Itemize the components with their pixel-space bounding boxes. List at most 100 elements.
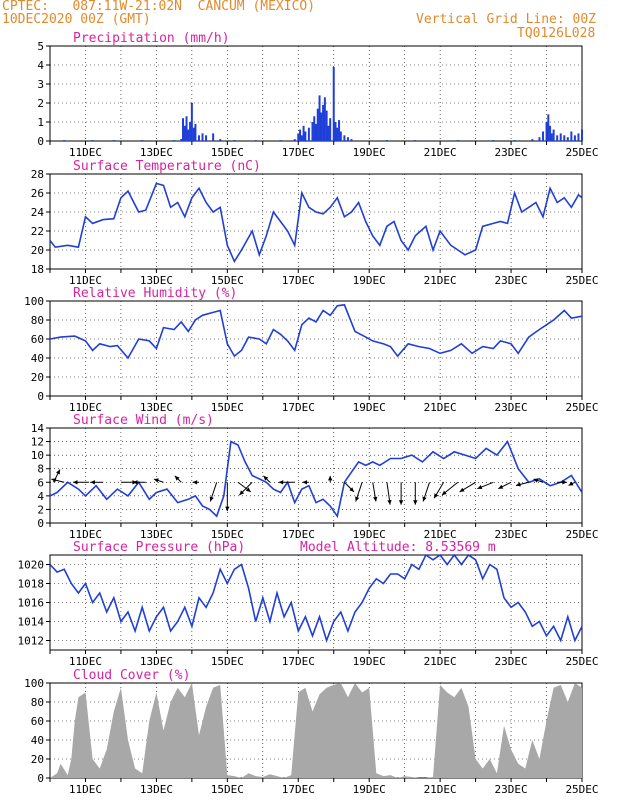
cloud-title: Cloud Cover (%) [73,668,190,683]
wind-vector-head [498,484,504,489]
rh-xtick-label: 21DEC [424,401,457,414]
precip-ytick-label: 4 [37,59,44,72]
precip-bar [552,129,555,141]
temp-xtick-label: 17DEC [282,274,315,287]
precip-bar [254,140,257,141]
wind-vector-head [263,475,269,481]
wind-vector-head [568,481,574,486]
cloud-xtick-label: 23DEC [495,783,528,796]
precip-bar [346,137,349,141]
wind-vector-head [225,506,230,512]
wind-vector-head [413,500,418,505]
cloud-xtick-label: 17DEC [282,783,315,796]
precip-bar [350,139,353,141]
pres-title: Surface Pressure (hPa) [73,540,245,555]
precip-ytick-label: 5 [37,40,44,53]
precip-bar [538,137,541,141]
precip-bar [205,135,208,141]
pres-xtick-label: 11DEC [69,655,102,668]
precip-xtick-label: 19DEC [353,146,386,159]
wind-xtick-label: 25DEC [565,528,598,541]
rh-ytick-label: 80 [31,314,44,327]
wind-vector-head [56,469,60,475]
precip-bar [300,135,303,141]
rh-xtick-label: 19DEC [353,401,386,414]
precip-bar [192,127,195,141]
precip-bar [297,133,300,141]
precip-bar [545,122,548,141]
wind-vector-head [441,490,447,496]
rh-xtick-label: 13DEC [140,401,173,414]
wind-vector-head [459,487,465,492]
wind-ytick-label: 12 [31,436,44,449]
wind-xtick-label: 17DEC [282,528,315,541]
pres-xtick-label: 13DEC [140,655,173,668]
cloud-xtick-label: 15DEC [211,783,244,796]
wind-vector-head [373,496,378,502]
precip-bar [339,131,342,141]
precip-bar [185,116,188,141]
pres-xtick-label: 19DEC [353,655,386,668]
cloud-panel [46,682,583,782]
cloud-xtick-label: 21DEC [424,783,457,796]
wind-frame [49,427,583,524]
temp-xtick-label: 21DEC [424,274,457,287]
wind-vector-head [422,496,427,502]
wind-vector-head [398,500,404,505]
header-grid-note: Vertical Grid Line: 00Z [416,12,597,27]
rh-xtick-label: 11DEC [69,401,102,414]
pres-ytick-label: 1018 [18,578,45,591]
precip-bar [563,135,566,141]
precip-bar [332,66,335,141]
cloud-xtick-label: 19DEC [353,783,386,796]
precip-bar [581,129,583,141]
precip-bar [279,140,282,141]
precip-bar [293,139,296,141]
precip-title: Precipitation (mm/h) [73,31,230,46]
wind-vector-head [302,480,307,485]
precip-bar [201,133,204,141]
header-date: 10DEC2020 00Z (GMT) [2,12,151,27]
precip-bar [212,133,215,141]
rh-xtick-label: 25DEC [565,401,598,414]
wind-vector-head [434,493,439,499]
wind-vector-head [245,487,251,492]
precip-bar [414,140,417,141]
precip-xtick-label: 25DEC [565,146,598,159]
temp-xtick-label: 23DEC [495,274,528,287]
wind-vector-head [90,480,95,485]
precip-panel [46,45,583,145]
rh-title: Relative Humidity (%) [73,286,237,301]
pres-xtick-label: 23DEC [495,655,528,668]
temp-line [49,182,583,264]
precip-bar [316,108,319,141]
temp-ytick-label: 26 [31,187,44,200]
temp-xtick-label: 11DEC [69,274,102,287]
precip-bar [219,139,222,141]
pres-xtick-label: 15DEC [211,655,244,668]
temp-ytick-label: 28 [31,168,44,181]
precip-bar [549,125,552,141]
wind-vector-head [349,487,354,492]
cloud-ytick-label: 40 [31,734,44,747]
wind-vector-head [355,496,360,502]
wind-xtick-label: 21DEC [424,528,457,541]
precip-bar [338,120,341,141]
precip-ytick-label: 0 [37,135,44,148]
wind-xtick-label: 13DEC [140,528,173,541]
header-location: CPTEC: 087:11W-21:02N CANCUM (MEXICO) [2,0,316,14]
wind-ytick-label: 0 [37,517,44,530]
wind-ytick-label: 10 [31,449,44,462]
precip-bar [559,133,562,141]
precip-bar [187,129,190,141]
precip-bar [336,127,339,141]
wind-vector-head [562,480,567,485]
wind-vector-head [209,496,214,502]
precip-bar [492,140,495,141]
cloud-ytick-label: 20 [31,753,44,766]
precip-bar [311,122,314,141]
pres-ytick-label: 1020 [18,559,45,572]
precip-bar [313,116,316,141]
precip-bar [327,125,330,141]
